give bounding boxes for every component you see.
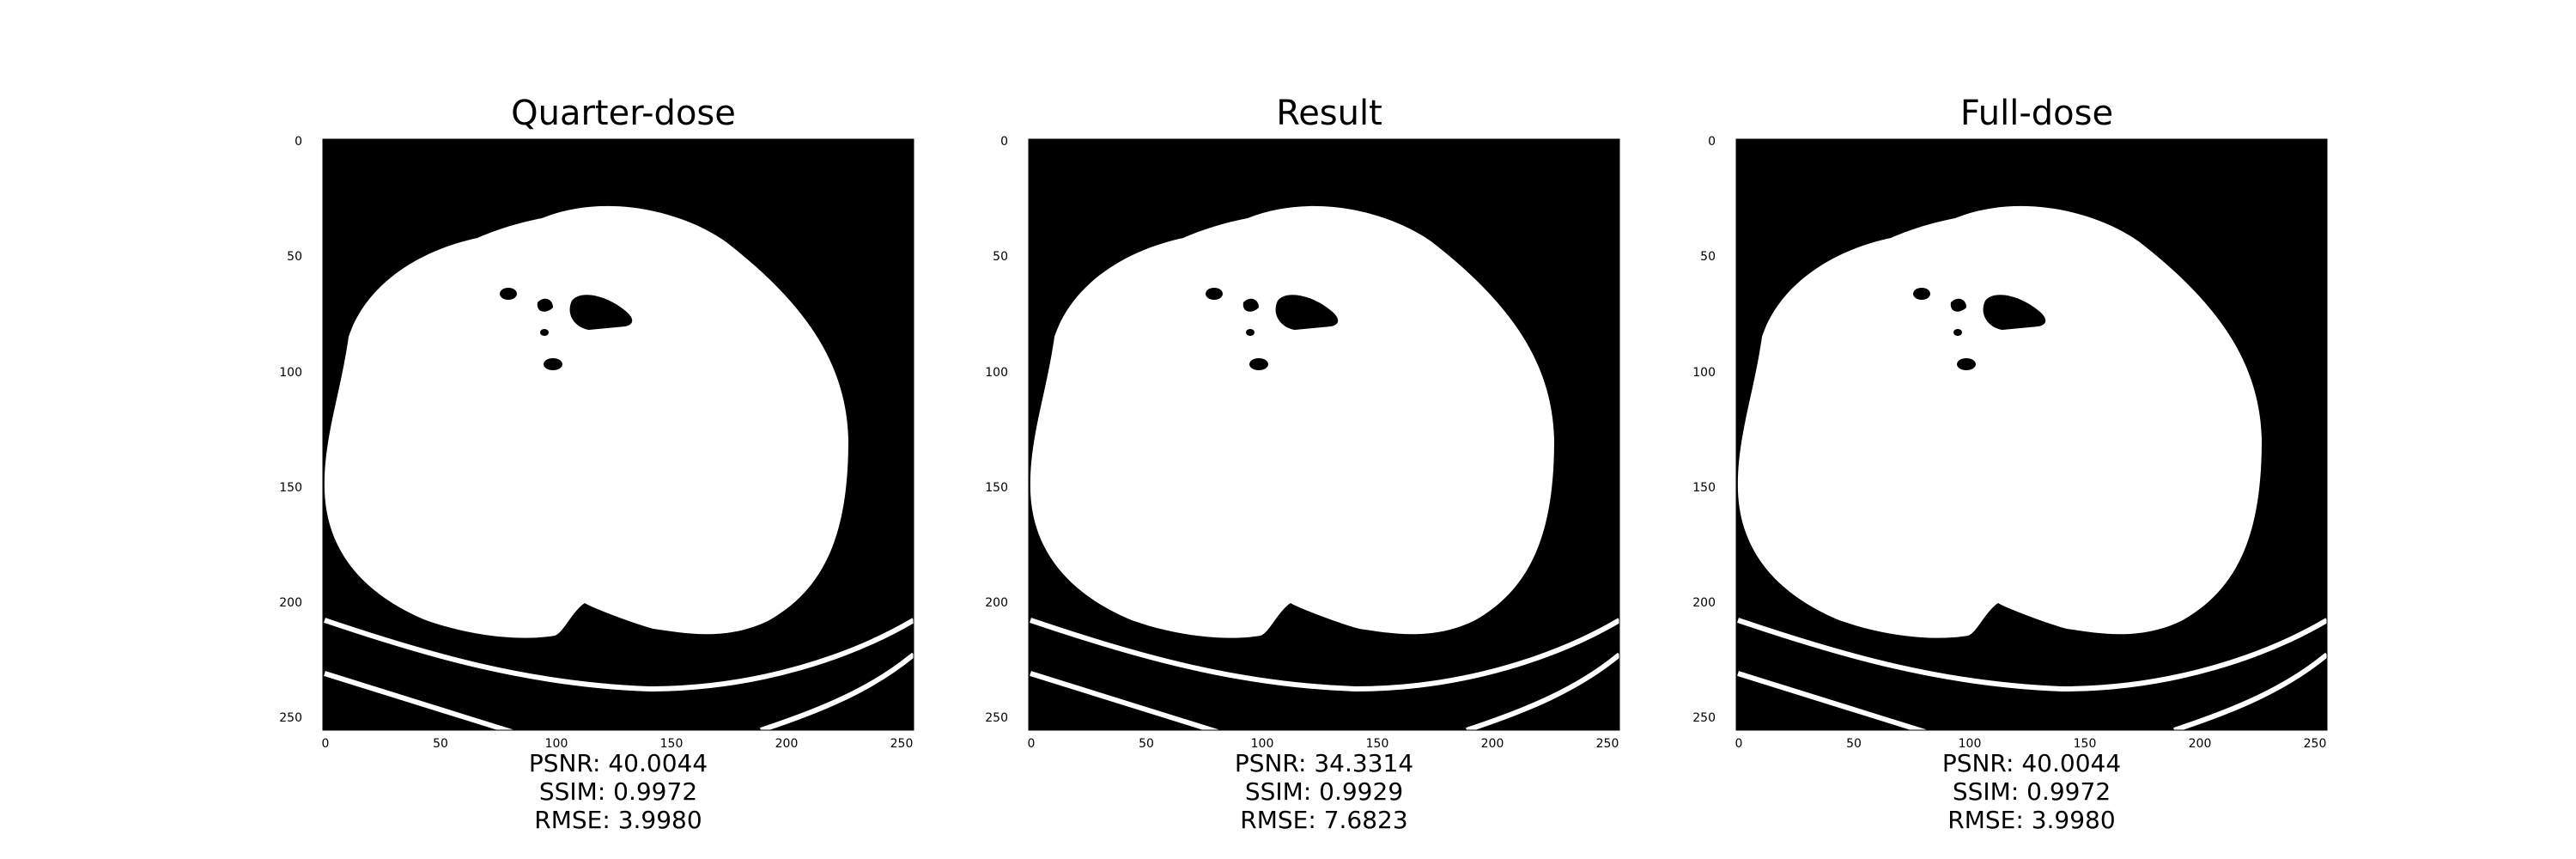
y-tick-label: 100 xyxy=(279,366,302,380)
panel-title: Quarter-dose xyxy=(511,94,736,133)
psnr-value: PSNR: 40.0044 xyxy=(528,749,708,777)
panel-full-dose: Full-dose 0 50 100 150 200 250 0 50 100 … xyxy=(1692,0,2337,859)
y-tick-label: 0 xyxy=(1000,135,1008,149)
y-tick-label: 250 xyxy=(279,711,302,725)
x-tick-label: 200 xyxy=(1480,737,1504,751)
x-tick-label: 0 xyxy=(321,737,330,751)
ct-image-axes: 0 50 100 150 200 250 0 50 100 150 200 25… xyxy=(985,135,1621,751)
rmse-value: RMSE: 7.6823 xyxy=(1240,806,1408,834)
x-tick-label: 100 xyxy=(1958,737,1982,751)
x-tick-label: 100 xyxy=(1250,737,1274,751)
y-tick-label: 50 xyxy=(1700,250,1716,264)
ct-image-axes: 0 50 100 150 200 250 0 50 100 150 200 25… xyxy=(279,135,915,751)
y-tick-label: 100 xyxy=(1692,366,1716,380)
metrics-block: PSNR: 40.0044 SSIM: 0.9972 RMSE: 3.9980 xyxy=(1736,749,2327,834)
metrics-block: PSNR: 34.3314 SSIM: 0.9929 RMSE: 7.6823 xyxy=(1029,749,1619,834)
y-tick-label: 200 xyxy=(985,596,1008,610)
x-tick-label: 50 xyxy=(1139,737,1154,751)
ssim-value: SSIM: 0.9972 xyxy=(538,777,698,806)
x-tick-label: 50 xyxy=(1846,737,1862,751)
y-tick-label: 50 xyxy=(287,250,302,264)
y-tick-label: 100 xyxy=(985,366,1008,380)
x-tick-label: 200 xyxy=(775,737,799,751)
x-tick-label: 200 xyxy=(2188,737,2212,751)
panel-title: Full-dose xyxy=(1959,94,2114,133)
panel-title: Result xyxy=(1276,94,1382,133)
y-tick-label: 250 xyxy=(985,711,1008,725)
panel-quarter-dose: Quarter-dose 0 50 100 150 200 250 0 50 1… xyxy=(279,0,924,859)
x-tick-label: 250 xyxy=(890,737,914,751)
y-tick-label: 150 xyxy=(279,481,302,495)
x-tick-label: 150 xyxy=(2073,737,2097,751)
psnr-value: PSNR: 34.3314 xyxy=(1234,749,1414,777)
ct-image xyxy=(322,138,915,734)
y-tick-label: 150 xyxy=(985,481,1008,495)
ct-image-axes: 0 50 100 150 200 250 0 50 100 150 200 25… xyxy=(1692,135,2329,751)
panel-result: Result 0 50 100 150 200 250 0 50 100 150… xyxy=(985,0,1630,859)
x-tick-label: 150 xyxy=(659,737,683,751)
ssim-value: SSIM: 0.9929 xyxy=(1244,777,1404,806)
x-tick-label: 0 xyxy=(1735,737,1743,751)
psnr-value: PSNR: 40.0044 xyxy=(1941,749,2122,777)
x-tick-label: 150 xyxy=(1365,737,1389,751)
x-tick-label: 250 xyxy=(2303,737,2327,751)
x-tick-label: 250 xyxy=(1595,737,1619,751)
x-tick-label: 0 xyxy=(1027,737,1036,751)
y-tick-label: 200 xyxy=(279,596,302,610)
y-tick-label: 250 xyxy=(1692,711,1716,725)
x-tick-label: 100 xyxy=(544,737,568,751)
ssim-value: SSIM: 0.9972 xyxy=(1952,777,2111,806)
metrics-block: PSNR: 40.0044 SSIM: 0.9972 RMSE: 3.9980 xyxy=(323,749,914,834)
ct-image xyxy=(1735,138,2329,734)
y-tick-label: 150 xyxy=(1692,481,1716,495)
ct-image xyxy=(1028,138,1621,734)
y-tick-label: 50 xyxy=(993,250,1008,264)
rmse-value: RMSE: 3.9980 xyxy=(534,806,702,834)
y-tick-label: 0 xyxy=(1708,135,1716,149)
y-tick-label: 200 xyxy=(1692,596,1716,610)
rmse-value: RMSE: 3.9980 xyxy=(1947,806,2116,834)
y-tick-label: 0 xyxy=(295,135,302,149)
x-tick-label: 50 xyxy=(433,737,448,751)
